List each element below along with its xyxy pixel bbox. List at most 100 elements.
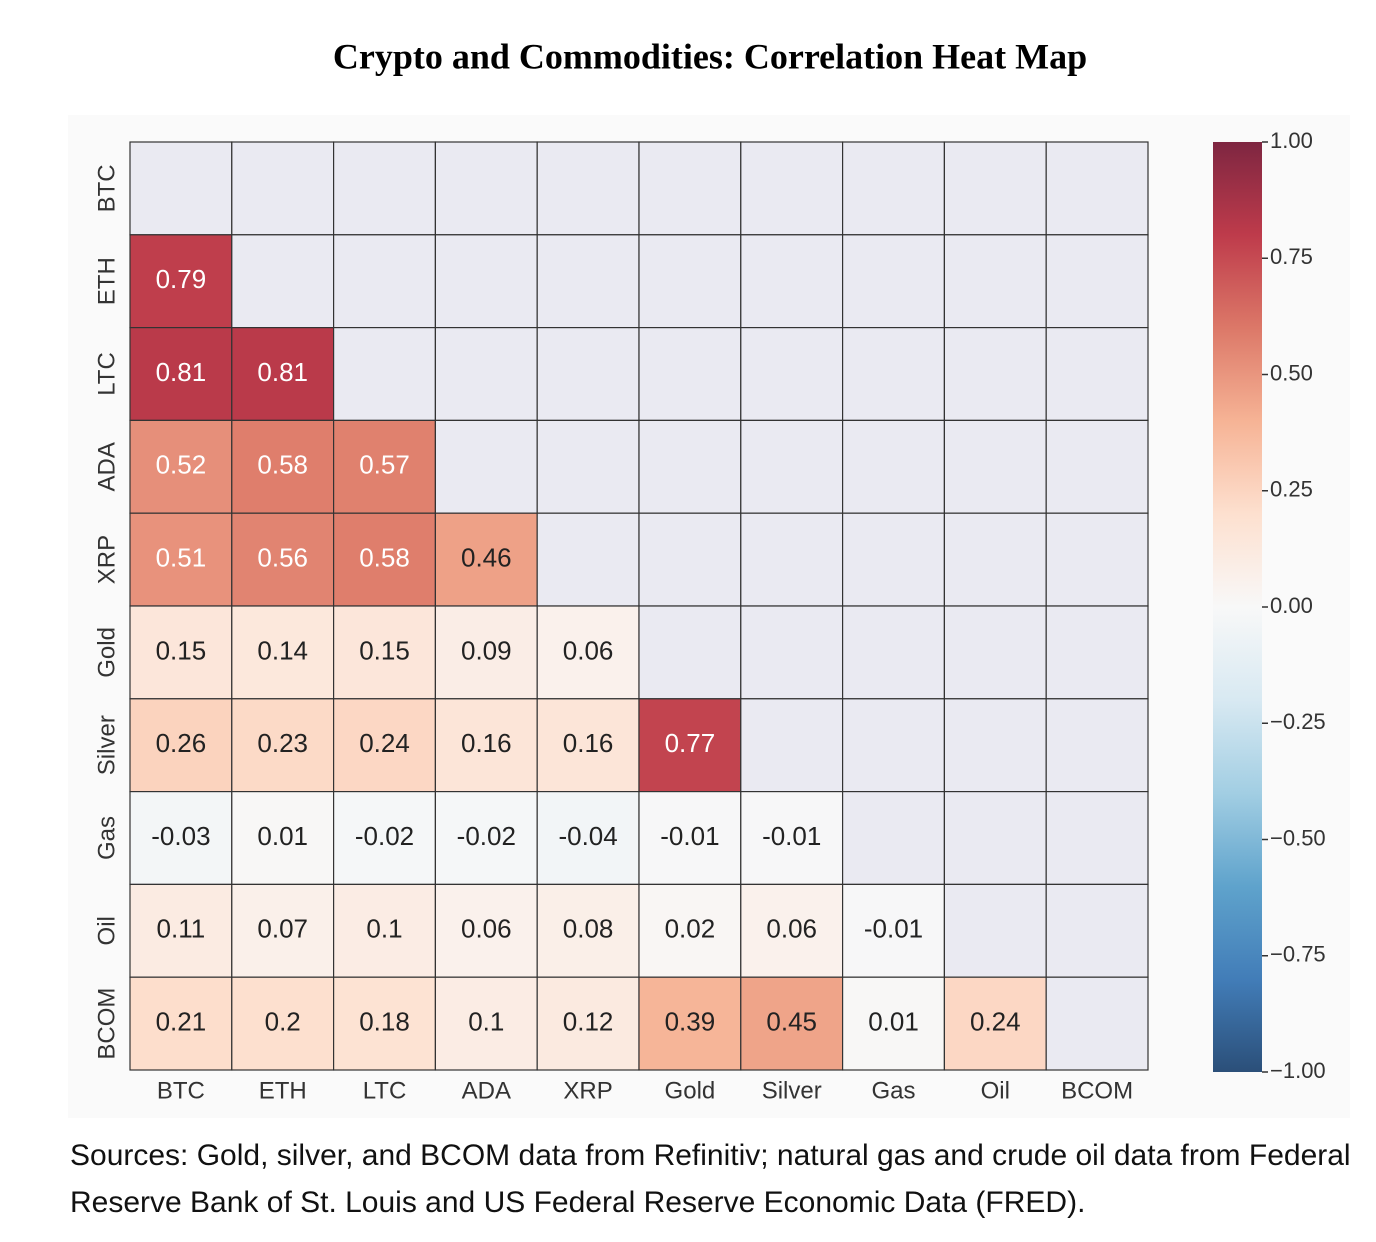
- cell-label: 0.21: [156, 1006, 207, 1036]
- masked-cell: [1045, 327, 1149, 422]
- masked-cell: [536, 512, 640, 607]
- masked-cell: [1045, 605, 1149, 700]
- cell-label: -0.01: [762, 821, 821, 851]
- cell: [740, 976, 844, 1071]
- masked-cell: [1045, 976, 1149, 1071]
- cell-label: 0.46: [461, 542, 512, 572]
- cell: [129, 698, 233, 793]
- cell: [536, 790, 640, 885]
- cell: [638, 698, 742, 793]
- cell-label: -0.01: [864, 914, 923, 944]
- masked-cell: [434, 327, 538, 422]
- cell-label: 0.02: [665, 914, 716, 944]
- y-tick-label: Oil: [93, 916, 120, 945]
- cell: [434, 698, 538, 793]
- cell-label: 0.15: [359, 635, 410, 665]
- cell-label: 0.81: [257, 357, 308, 387]
- cell: [129, 512, 233, 607]
- masked-cell: [841, 512, 945, 607]
- cell-label: 0.77: [665, 728, 716, 758]
- masked-cell: [1045, 234, 1149, 329]
- cell: [231, 327, 335, 422]
- cell: [434, 605, 538, 700]
- cell-label: 0.16: [461, 728, 512, 758]
- colorbar-tick-label: 1.00: [1270, 128, 1313, 153]
- masked-cell: [231, 141, 335, 236]
- y-tick-label: Gold: [93, 627, 120, 678]
- cell-label: 0.24: [359, 728, 410, 758]
- colorbar-tick-label: 0.25: [1270, 477, 1313, 502]
- cell-label: 0.15: [156, 635, 207, 665]
- y-tick-label: Gas: [93, 816, 120, 860]
- cell-label: 0.56: [257, 542, 308, 572]
- masked-cell: [740, 512, 844, 607]
- cell: [231, 512, 335, 607]
- cell-label: 0.01: [868, 1006, 919, 1036]
- masked-cell: [943, 234, 1047, 329]
- cell-label: 0.23: [257, 728, 308, 758]
- colorbar-tick-label: −0.75: [1270, 942, 1326, 967]
- cell-label: 0.24: [970, 1006, 1021, 1036]
- cell-label: -0.03: [151, 821, 210, 851]
- masked-cell: [231, 234, 335, 329]
- masked-cell: [1045, 883, 1149, 978]
- chart-title: Crypto and Commodities: Correlation Heat…: [333, 36, 1087, 76]
- masked-cell: [434, 419, 538, 514]
- masked-cell: [841, 327, 945, 422]
- masked-cell: [638, 327, 742, 422]
- cell-label: 0.06: [563, 635, 614, 665]
- masked-cell: [1045, 419, 1149, 514]
- masked-cell: [943, 790, 1047, 885]
- masked-cell: [1045, 698, 1149, 793]
- masked-cell: [536, 234, 640, 329]
- cell: [333, 976, 437, 1071]
- masked-cell: [333, 234, 437, 329]
- masked-cell: [536, 419, 640, 514]
- masked-cell: [841, 419, 945, 514]
- masked-cell: [333, 327, 437, 422]
- y-tick-label: XRP: [93, 535, 120, 584]
- cell-label: 0.81: [156, 357, 207, 387]
- masked-cell: [943, 419, 1047, 514]
- masked-cell: [740, 605, 844, 700]
- masked-cell: [841, 234, 945, 329]
- cell-label: 0.58: [359, 542, 410, 572]
- masked-cell: [434, 141, 538, 236]
- masked-cell: [740, 327, 844, 422]
- masked-cell: [740, 141, 844, 236]
- cell-label: 0.11: [157, 914, 206, 944]
- masked-cell: [943, 512, 1047, 607]
- masked-cell: [638, 141, 742, 236]
- masked-cell: [333, 141, 437, 236]
- masked-cell: [129, 141, 233, 236]
- cell: [129, 976, 233, 1071]
- masked-cell: [841, 790, 945, 885]
- masked-cell: [536, 327, 640, 422]
- masked-cell: [1045, 141, 1149, 236]
- x-tick-label: Gold: [665, 1077, 716, 1104]
- colorbar-tick-label: 0.75: [1270, 244, 1313, 269]
- cell-label: -0.02: [355, 821, 414, 851]
- masked-cell: [943, 883, 1047, 978]
- masked-cell: [638, 234, 742, 329]
- masked-cell: [841, 698, 945, 793]
- cell-label: 0.14: [257, 635, 308, 665]
- cell-label: 0.09: [461, 635, 512, 665]
- colorbar: [1213, 142, 1262, 1072]
- cell-label: 0.06: [461, 914, 512, 944]
- y-tick-label: Silver: [93, 715, 120, 775]
- cell: [434, 512, 538, 607]
- masked-cell: [434, 234, 538, 329]
- cell: [638, 976, 742, 1071]
- cell-label: 0.2: [265, 1006, 301, 1036]
- masked-cell: [638, 419, 742, 514]
- x-tick-label: ADA: [462, 1077, 511, 1104]
- x-tick-label: Silver: [762, 1077, 822, 1104]
- colorbar-tick-label: 0.50: [1270, 360, 1313, 385]
- cell: [129, 234, 233, 329]
- cell: [536, 605, 640, 700]
- cell: [333, 512, 437, 607]
- cell: [536, 698, 640, 793]
- cell-label: 0.18: [359, 1006, 410, 1036]
- cell-label: 0.45: [766, 1006, 817, 1036]
